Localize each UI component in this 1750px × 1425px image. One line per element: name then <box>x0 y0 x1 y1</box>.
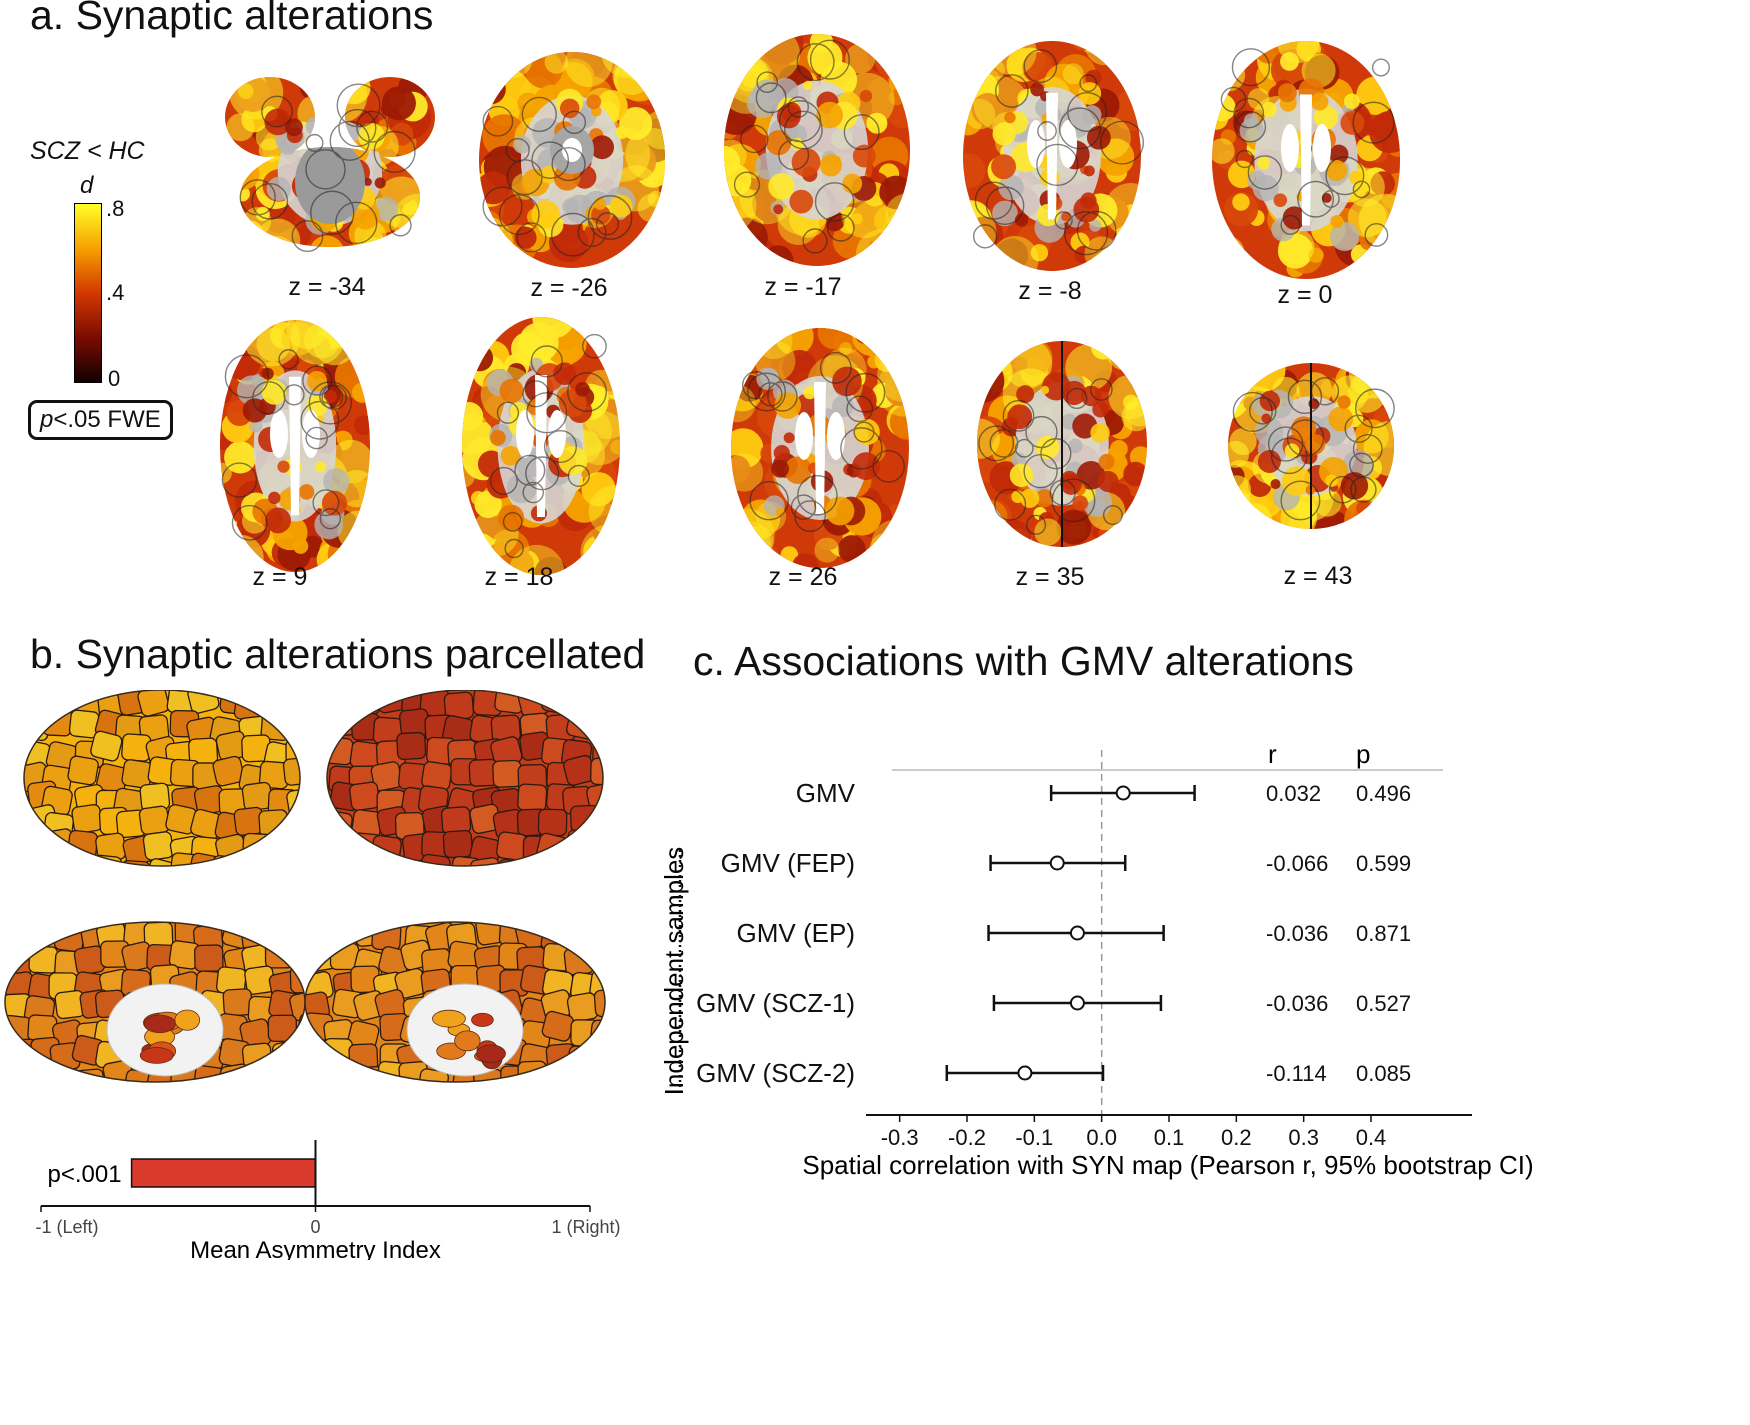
forest-tick-label: 0.2 <box>1221 1125 1252 1150</box>
forest-tick-label: -0.1 <box>1015 1125 1053 1150</box>
p-value: 0.527 <box>1356 991 1411 1016</box>
slice-label: z = 26 <box>768 563 838 591</box>
independent-samples-label: Independent samples <box>659 847 689 1096</box>
threshold-box: p<.05 FWE <box>28 400 173 440</box>
forest-row-label: GMV <box>796 778 856 808</box>
r-value: -0.066 <box>1266 851 1328 876</box>
brain-slice <box>1228 363 1395 529</box>
asymmetry-category-label: p<.001 <box>48 1161 122 1188</box>
slice-label: z = 43 <box>1283 562 1353 590</box>
forest-tick-label: 0.1 <box>1154 1125 1185 1150</box>
forest-tick-label: -0.2 <box>948 1125 986 1150</box>
brain-slice <box>731 328 909 568</box>
point-estimate <box>1069 925 1085 941</box>
colorbar-tick-low: 0 <box>108 366 121 391</box>
forest-plot: Independent samples r p Spatial correlat… <box>659 739 1534 1180</box>
r-value: 0.032 <box>1266 781 1321 806</box>
p-value: 0.871 <box>1356 921 1411 946</box>
brain-slice <box>225 77 435 252</box>
forest-tick-label: 0.3 <box>1288 1125 1319 1150</box>
panel-c-title: c. Associations with GMV alterations <box>693 638 1354 684</box>
column-header-p: p <box>1356 739 1370 769</box>
forest-row-label: GMV (FEP) <box>721 848 855 878</box>
brain-slice <box>977 341 1147 547</box>
slice-label: z = -34 <box>288 273 366 301</box>
point-estimate <box>1069 995 1085 1011</box>
forest-tick-label: 0.4 <box>1356 1125 1387 1150</box>
asymmetry-tick-label: 0 <box>310 1217 320 1237</box>
panel-a-title: a. Synaptic alterations <box>30 0 434 38</box>
cortical-surface-right-lateral <box>327 690 603 866</box>
brain-slice <box>220 320 370 572</box>
forest-row-label: GMV (EP) <box>737 918 855 948</box>
brain-slice <box>963 41 1145 271</box>
slice-label: z = -8 <box>1018 277 1082 305</box>
asymmetry-x-axis-title: Mean Asymmetry Index <box>190 1237 441 1260</box>
r-value: -0.036 <box>1266 921 1328 946</box>
forest-row-label: GMV (SCZ-2) <box>696 1058 855 1088</box>
cortical-surfaces <box>4 690 606 1083</box>
slice-label: z = -17 <box>764 273 842 301</box>
threshold-rest: <.05 FWE <box>53 406 161 433</box>
slice-label: z = -26 <box>530 274 608 302</box>
point-estimate <box>1049 855 1065 871</box>
asymmetry-tick-label: 1 (Right) <box>551 1217 620 1237</box>
colorbar-tick-mid: .4 <box>106 280 125 305</box>
r-value: -0.114 <box>1266 1061 1327 1086</box>
r-value: -0.036 <box>1266 991 1328 1016</box>
slice-label: z = 35 <box>1015 563 1085 591</box>
colorbar <box>74 203 102 383</box>
slice-label: z = 0 <box>1277 281 1333 309</box>
brain-slice <box>1212 41 1400 279</box>
asymmetry-tick-label: -1 (Left) <box>35 1217 98 1237</box>
cortical-surface-left-lateral <box>24 690 300 866</box>
brain-slice <box>462 317 620 575</box>
legend-stat-label: d <box>80 172 94 199</box>
panel-b-title: b. Synaptic alterations parcellated <box>30 631 646 677</box>
brain-slice <box>724 34 910 266</box>
brain-slice <box>479 52 665 268</box>
p-value: 0.085 <box>1356 1061 1411 1086</box>
forest-x-axis-title: Spatial correlation with SYN map (Pearso… <box>802 1150 1533 1180</box>
colorbar-tick-high: .8 <box>106 196 125 221</box>
slice-label: z = 18 <box>484 563 554 591</box>
p-value: 0.599 <box>1356 851 1411 876</box>
forest-row-label: GMV (SCZ-1) <box>696 988 855 1018</box>
cortical-surface-left-medial <box>5 922 305 1082</box>
point-estimate <box>1115 785 1131 801</box>
forest-tick-label: -0.3 <box>881 1125 919 1150</box>
point-estimate <box>1017 1065 1033 1081</box>
column-header-r: r <box>1268 739 1277 769</box>
threshold-p: p <box>40 406 54 433</box>
forest-tick-label: 0.0 <box>1086 1125 1117 1150</box>
p-value: 0.496 <box>1356 781 1411 806</box>
asymmetry-bar <box>130 1158 317 1188</box>
legend-contrast: SCZ < HC <box>30 137 145 165</box>
slice-label: z = 9 <box>252 563 308 591</box>
asymmetry-chart: p<.001 Mean Asymmetry Index -1 (Left) 0 1 … <box>35 1140 621 1260</box>
